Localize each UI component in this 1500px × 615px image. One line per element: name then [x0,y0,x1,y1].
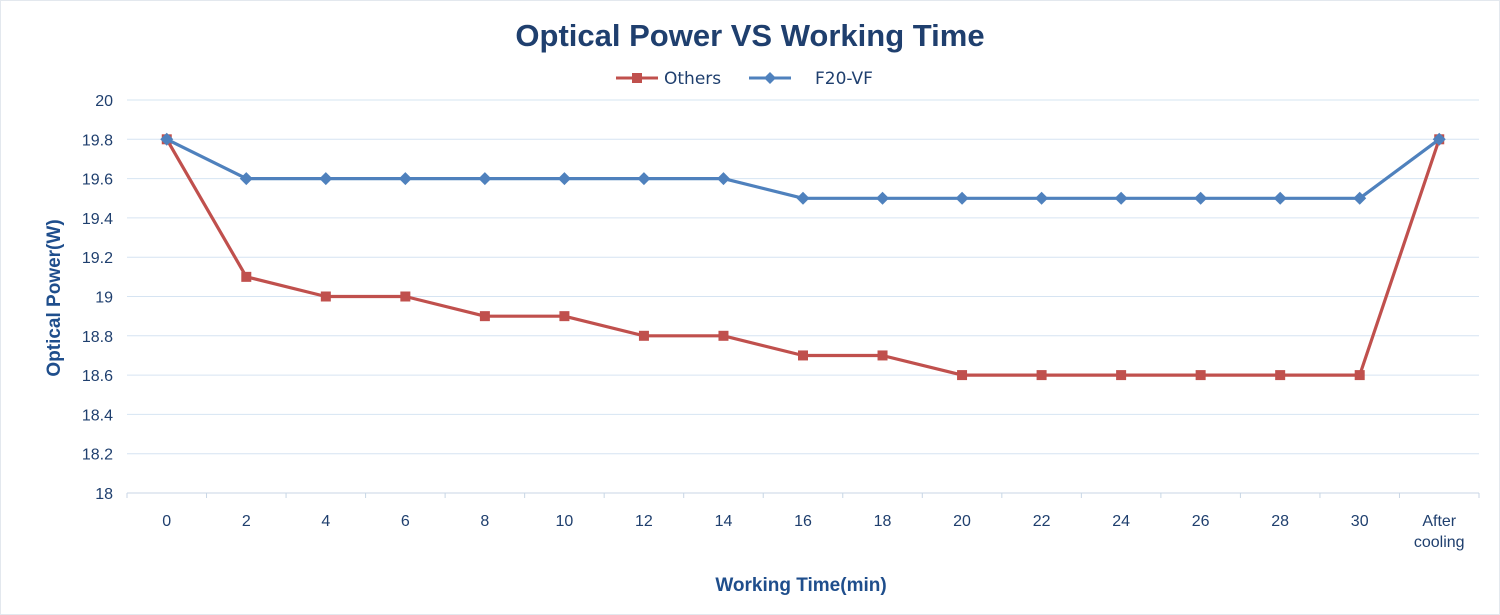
x-tick-label: 0 [162,513,171,530]
data-point [955,191,969,205]
x-tick-label: 28 [1271,513,1289,530]
legend-label-others: Others [664,69,721,89]
data-point [1035,191,1049,205]
y-tick-label: 20 [95,93,113,110]
data-point [638,330,649,341]
plot-area [160,132,1446,381]
data-point [1275,370,1286,381]
chart-title: Optical Power VS Working Time [515,18,984,53]
x-tick-label: 8 [480,513,489,530]
data-point [478,172,492,186]
series-line-f20-vf [166,137,1441,200]
legend-item-f20-vf: F20-VF [749,69,873,89]
legend-marker-others [632,73,642,83]
x-tick-label: 14 [715,513,733,530]
series-f20-vf [160,132,1446,205]
data-point [876,191,890,205]
data-point [239,172,253,186]
x-tick-label: 24 [1112,513,1130,530]
data-point [400,291,411,302]
x-tick-label: 6 [401,513,410,530]
x-tick-label: 4 [321,513,330,530]
y-tick-label: 18.6 [82,368,113,385]
data-point [637,172,651,186]
data-point [1114,191,1128,205]
y-tick-label: 19.2 [82,250,113,267]
data-point [957,370,968,381]
legend: Others F20-VF [616,69,873,89]
x-tick-label: After cooling [1414,513,1465,551]
data-point [559,311,570,322]
data-point [1273,191,1287,205]
data-point [320,291,331,302]
data-point [160,132,174,146]
data-point [798,350,808,361]
y-axis-ticks: 20 19.8 19.6 19.4 19.2 19 18.8 18.6 18.4 18.2 18 [82,93,113,503]
y-tick-label: 19.8 [82,132,113,149]
y-tick-label: 18.8 [82,329,113,346]
legend-item-others: Others [616,69,721,89]
data-point [718,330,729,341]
x-tick-label: 10 [556,513,574,530]
y-axis-title: Optical Power(W) [44,219,65,376]
x-tick-label: 18 [874,513,892,530]
data-point [241,271,252,282]
legend-label-f20-vf: F20-VF [815,69,873,89]
y-tick-label: 18.4 [82,407,113,424]
x-tick-label: 20 [953,513,971,530]
data-point [479,311,490,322]
x-tick-label: 16 [794,513,812,530]
x-axis-title: Working Time(min) [715,575,886,596]
data-point [319,172,333,186]
x-tick-label: 12 [635,513,653,530]
data-point [796,191,810,205]
x-tick-label: 22 [1033,513,1051,530]
data-point [1354,370,1365,381]
y-tick-label: 18.2 [82,447,113,464]
gridlines [127,99,1479,455]
legend-marker-f20-vf [764,72,776,84]
data-point [1353,191,1367,205]
data-point [557,172,571,186]
y-tick-label: 19.6 [82,172,113,189]
y-tick-label: 19.4 [82,211,113,228]
x-tick-label: 30 [1351,513,1369,530]
y-tick-label: 18 [95,486,113,503]
data-point [1432,132,1446,146]
x-axis: 0 2 4 6 8 10 12 14 16 18 20 22 24 26 28 30 After cooling [126,492,1480,551]
data-point [1194,191,1208,205]
x-tick-label: 26 [1192,513,1210,530]
data-point [398,172,412,186]
data-point [1036,370,1047,381]
y-tick-label: 19 [95,290,113,307]
data-point [877,350,888,361]
data-point [716,172,730,186]
data-point [1116,370,1127,381]
data-point [1195,370,1206,381]
x-tick-label: 2 [242,513,251,530]
